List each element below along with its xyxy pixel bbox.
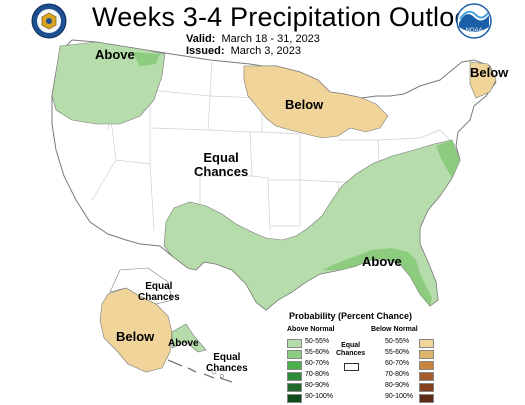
legend-below-label: 60-70% xyxy=(385,360,410,367)
legend-above-label: 80-90% xyxy=(305,382,330,389)
legend-below-swatch xyxy=(419,350,434,359)
legend-above-label: 50-55% xyxy=(305,338,330,345)
valid-label: Valid: xyxy=(186,33,216,45)
map-title: Weeks 3-4 Precipitation Outlook xyxy=(92,2,484,32)
legend-equal-chances-label: Equal Chances xyxy=(336,342,365,358)
label-maine-below: Below xyxy=(470,65,509,80)
alaska-north-outline xyxy=(109,267,173,305)
noaa-logo-icon: NOAA xyxy=(456,3,492,39)
legend-above-swatch xyxy=(287,350,302,359)
region-alaska-panhandle-above xyxy=(171,323,207,353)
label-great-lakes-below: Below xyxy=(285,97,324,112)
legend-equal-line1: Equal xyxy=(341,342,361,349)
valid-dates: March 18 - 31, 2023 xyxy=(221,33,320,45)
legend-below-label: 90-100% xyxy=(385,393,414,400)
legend-above-swatch xyxy=(287,372,302,381)
label-center-line1: Equal xyxy=(203,150,239,165)
aleutian-islands xyxy=(167,359,233,383)
region-mid-atlantic-above-55 xyxy=(436,140,460,178)
label-aleutian-line2: Chances xyxy=(206,363,248,374)
legend-below-label: 55-60% xyxy=(385,349,410,356)
doc-seal-icon xyxy=(31,3,67,39)
label-aleutian-line1: Equal xyxy=(213,352,241,363)
region-gulf-above-55 xyxy=(322,248,432,306)
legend-above-swatch xyxy=(287,361,302,370)
legend-above-label: 55-60% xyxy=(305,349,330,356)
label-gulf-above: Above xyxy=(362,254,402,269)
legend-above-swatch xyxy=(287,383,302,392)
issued-date: March 3, 2023 xyxy=(230,45,301,57)
hawaii-islands xyxy=(211,369,224,378)
label-center-equal-chances: Equal Chances xyxy=(194,151,248,179)
region-southeast-above xyxy=(163,139,461,311)
legend-below-header: Below Normal xyxy=(371,326,418,333)
label-alaska-equal-chances: Equal Chances xyxy=(138,281,180,303)
region-northwest-above-55 xyxy=(132,52,160,66)
issued-label: Issued: xyxy=(186,45,225,57)
legend-below-swatch xyxy=(419,372,434,381)
region-maine-below xyxy=(469,61,497,99)
legend-below-swatch xyxy=(419,394,434,403)
label-alaska-below: Below xyxy=(116,329,155,344)
legend-above-swatch xyxy=(287,394,302,403)
label-alaska-equal-line1: Equal xyxy=(145,281,173,292)
legend-title: Probability (Percent Chance) xyxy=(289,311,413,321)
region-northwest-above xyxy=(51,41,166,125)
legend-below-label: 50-55% xyxy=(385,338,410,345)
legend-above-label: 70-80% xyxy=(305,371,330,378)
noaa-logo-text: NOAA xyxy=(465,28,482,34)
label-alaska-equal-line2: Chances xyxy=(138,292,180,303)
legend-above-header: Above Normal xyxy=(287,326,335,333)
label-aleutian-equal-chances: Equal Chances xyxy=(206,352,248,374)
legend-below-swatch xyxy=(419,361,434,370)
legend: Probability (Percent Chance) Above Norma… xyxy=(283,311,443,403)
legend-above-label: 60-70% xyxy=(305,360,330,367)
legend-below-swatch xyxy=(419,383,434,392)
legend-equal-line2: Chances xyxy=(336,350,366,357)
legend-above-label: 90-100% xyxy=(305,393,334,400)
legend-below-swatch xyxy=(419,339,434,348)
legend-equal-chances-swatch xyxy=(344,363,359,371)
label-northwest-above: Above xyxy=(95,47,135,62)
label-alaska-south-above: Above xyxy=(168,338,199,349)
date-block: Valid: March 18 - 31, 2023 Issued: March… xyxy=(186,33,320,57)
legend-above-swatch xyxy=(287,339,302,348)
legend-below-label: 70-80% xyxy=(385,371,410,378)
region-great-lakes-below xyxy=(243,65,389,139)
label-center-line2: Chances xyxy=(194,164,249,179)
legend-below-label: 80-90% xyxy=(385,382,410,389)
